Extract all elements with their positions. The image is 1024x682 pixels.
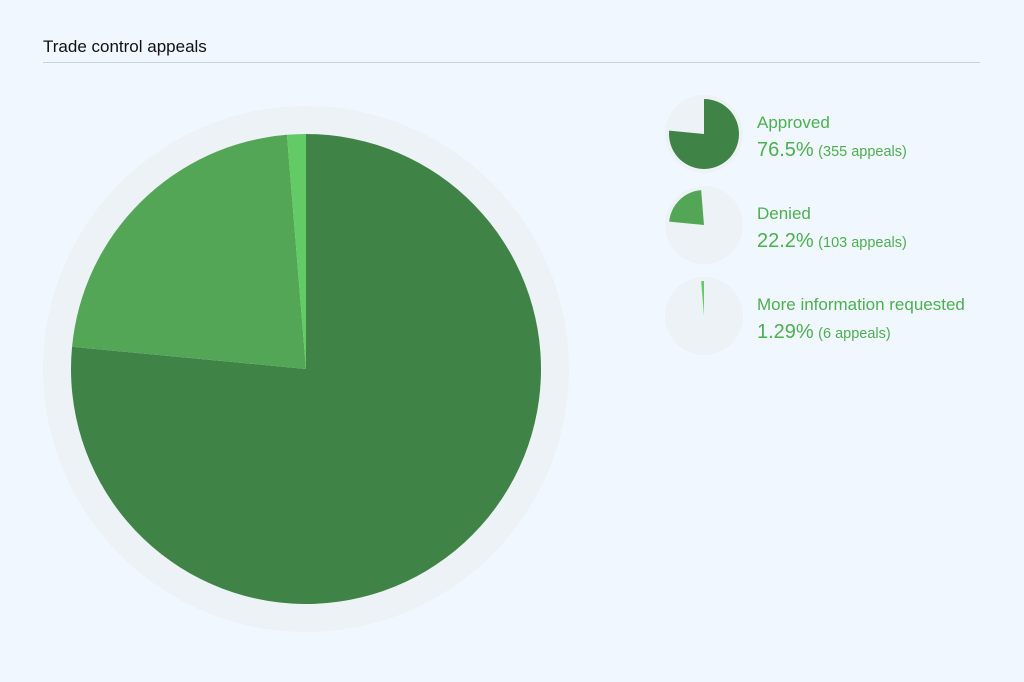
legend-label: Denied xyxy=(757,204,811,223)
legend-mini-pie-denied xyxy=(665,186,743,264)
legend: Approved 76.5% (355 appeals) Denied 22.2… xyxy=(665,95,1005,368)
legend-label: Approved xyxy=(757,113,830,132)
legend-item-denied[interactable]: Denied 22.2% (103 appeals) xyxy=(665,186,1005,277)
mini-pie-slice-more-information-requested xyxy=(701,281,704,316)
legend-label: More information requested xyxy=(757,295,965,314)
legend-count: (355 appeals) xyxy=(818,144,907,160)
legend-count: (6 appeals) xyxy=(818,326,891,342)
pie-slices xyxy=(71,134,542,604)
mini-pie-slice-denied xyxy=(669,190,704,225)
chart-title: Trade control appeals xyxy=(43,37,207,56)
legend-percent: 76.5% xyxy=(757,139,814,161)
legend-percent: 22.2% xyxy=(757,230,814,252)
legend-item-approved[interactable]: Approved 76.5% (355 appeals) xyxy=(665,95,1005,186)
legend-value: 1.29% (6 appeals) xyxy=(757,321,891,344)
legend-percent: 1.29% xyxy=(757,321,814,343)
pie-slice-more-information-requested xyxy=(286,134,306,369)
legend-mini-pie-more-information-requested xyxy=(665,277,743,355)
legend-value: 76.5% (355 appeals) xyxy=(757,139,907,162)
legend-mini-pie-approved xyxy=(665,95,743,173)
legend-item-more-information-requested[interactable]: More information requested 1.29% (6 appe… xyxy=(665,277,1005,368)
legend-value: 22.2% (103 appeals) xyxy=(757,230,907,253)
title-divider xyxy=(43,62,980,63)
main-pie-chart xyxy=(43,106,569,632)
pie-slice-denied xyxy=(72,134,306,369)
legend-count: (103 appeals) xyxy=(818,235,907,251)
mini-pie-slice-approved xyxy=(669,99,739,169)
